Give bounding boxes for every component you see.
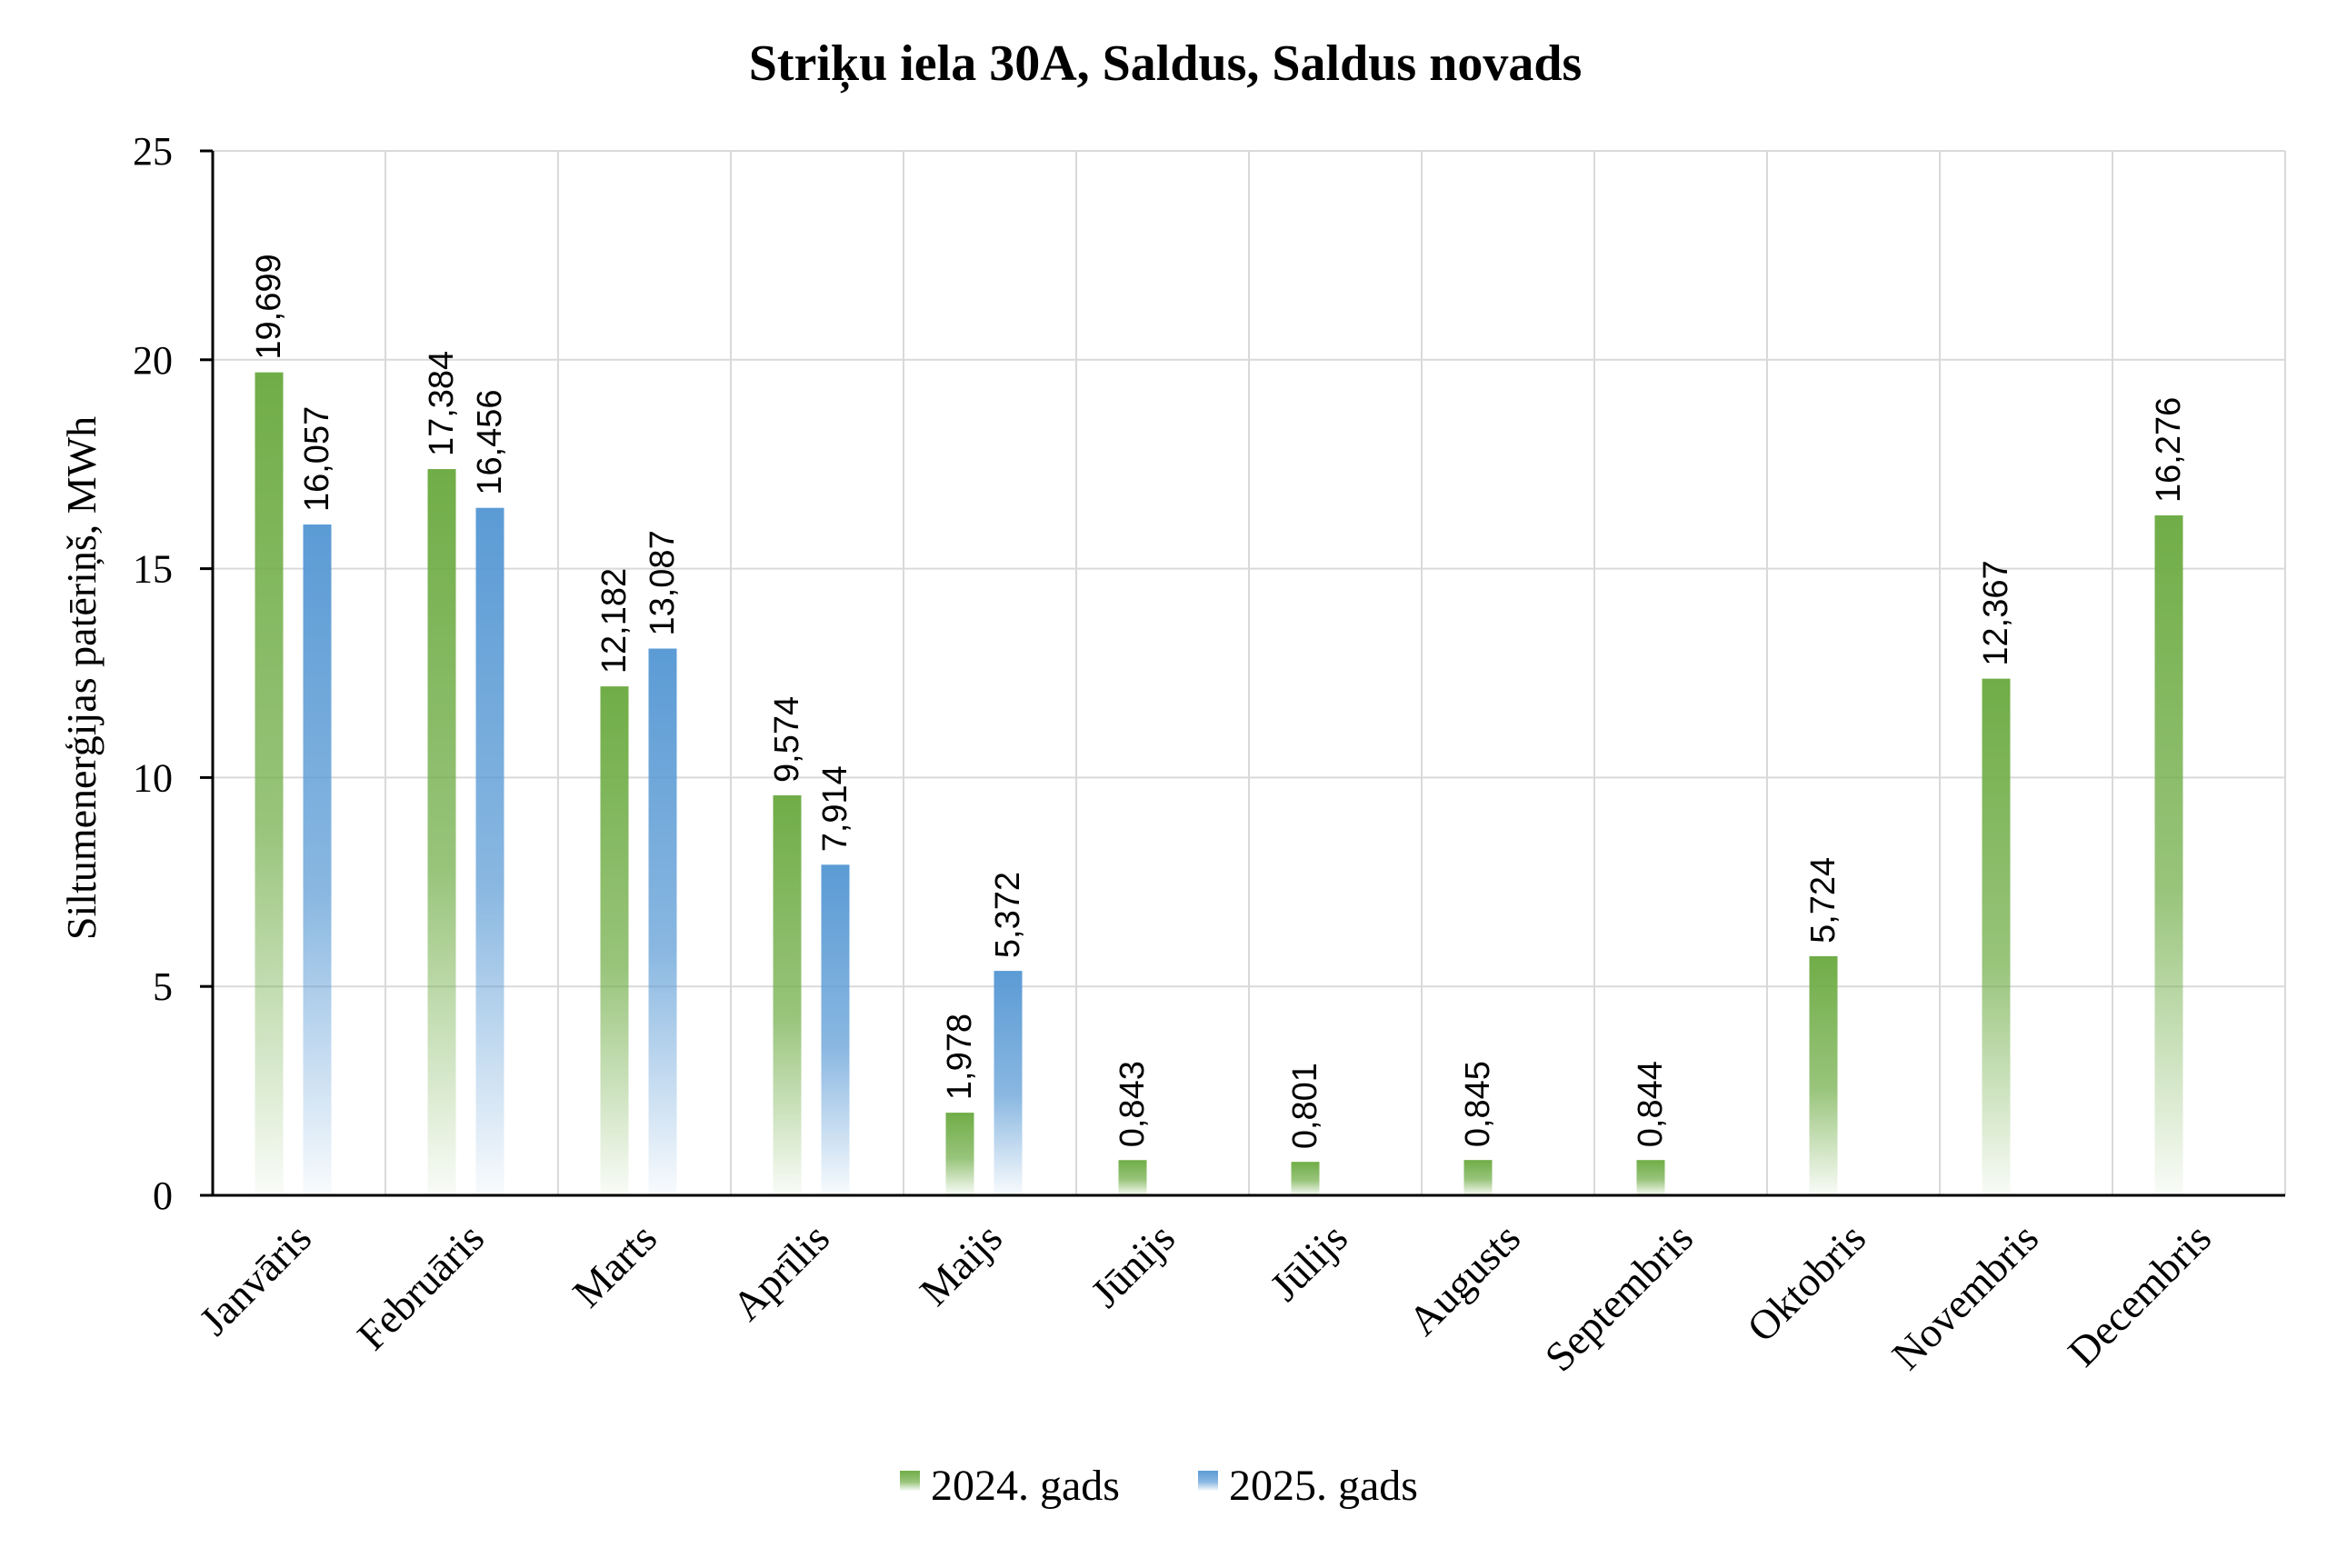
legend: 2024. gads 2025. gads (900, 1462, 1418, 1510)
data-label: 16,276 (2150, 397, 2188, 503)
x-tick-label: Novembris (1883, 1214, 2047, 1379)
chart-title: Striķu iela 30A, Saldus, Saldus novads (749, 35, 1583, 94)
data-label: 0,801 (1286, 1063, 1324, 1149)
data-label: 0,845 (1459, 1061, 1497, 1147)
data-label: 7,914 (816, 765, 854, 852)
y-tick-label: 25 (133, 129, 173, 174)
legend-label: 2025. gads (1229, 1462, 1418, 1510)
x-tick-label: Augusts (1399, 1214, 1529, 1344)
gridlines (213, 150, 2286, 1195)
bars (255, 372, 2183, 1195)
y-tick-label: 20 (133, 338, 173, 383)
x-tick-label: Februāris (348, 1214, 493, 1359)
data-label: 5,724 (1804, 857, 1843, 944)
data-label: 0,844 (1632, 1061, 1670, 1147)
x-tick-label: Septembris (1536, 1214, 1702, 1380)
bar-2025 (821, 864, 850, 1195)
data-label: 19,699 (250, 254, 288, 359)
data-label: 1,978 (941, 1014, 979, 1100)
x-tick-label: Janvāris (190, 1214, 320, 1344)
data-label: 9,574 (768, 696, 806, 783)
bar-2024 (945, 1113, 974, 1195)
bar-2024 (1291, 1162, 1320, 1195)
data-label: 16,057 (298, 406, 336, 512)
data-label: 16,456 (471, 389, 509, 494)
bar-2024 (1636, 1160, 1665, 1195)
y-tick-label: 10 (133, 755, 173, 800)
bar-2025 (475, 507, 504, 1195)
y-tick-label: 5 (153, 964, 173, 1009)
y-axis-label: Siltumenerģijas patēriņš, MWh (58, 416, 105, 940)
bar-2025 (648, 648, 677, 1195)
data-label: 12,182 (595, 568, 634, 674)
bar-2024 (1982, 678, 2011, 1195)
legend-label: 2024. gads (931, 1462, 1120, 1510)
x-tick-label: Oktobris (1738, 1214, 1874, 1351)
data-label: 12,367 (1977, 560, 2015, 665)
bar-2024 (773, 794, 802, 1195)
bar-2024 (1463, 1160, 1493, 1195)
legend-swatch (900, 1471, 920, 1491)
bar-2025 (303, 524, 332, 1195)
x-tick-label: Jūlijs (1261, 1214, 1356, 1310)
x-tick-label: Marts (564, 1214, 665, 1316)
bar-2024 (600, 686, 629, 1195)
data-label: 0,843 (1114, 1061, 1152, 1147)
x-tick-label: Aprīlis (724, 1214, 838, 1329)
bar-2025 (994, 971, 1023, 1195)
bar-2024 (2154, 514, 2183, 1195)
data-labels: 19,699 17,384 12,182 9,574 1,978 0,843 0,801 0,… (250, 254, 2188, 1149)
x-tick-label: Maijs (911, 1214, 1011, 1314)
data-label: 13,087 (644, 530, 682, 635)
bar-2024 (1809, 955, 1838, 1195)
y-tick-label: 15 (133, 547, 173, 592)
data-label: 17,384 (423, 351, 461, 456)
y-tick-label: 0 (153, 1174, 173, 1218)
data-label: 5,372 (989, 872, 1027, 958)
x-tick-label: Decembris (2059, 1214, 2220, 1375)
x-tick-label: Jūnijs (1082, 1214, 1183, 1316)
bar-2024 (1118, 1160, 1147, 1195)
bar-2024 (427, 469, 456, 1195)
legend-swatch (1198, 1471, 1218, 1491)
bar-2024 (255, 372, 284, 1195)
